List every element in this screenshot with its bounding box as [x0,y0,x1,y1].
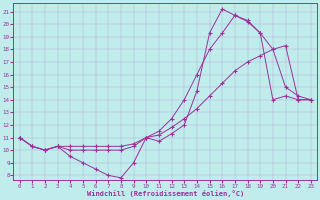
X-axis label: Windchill (Refroidissement éolien,°C): Windchill (Refroidissement éolien,°C) [87,190,244,197]
